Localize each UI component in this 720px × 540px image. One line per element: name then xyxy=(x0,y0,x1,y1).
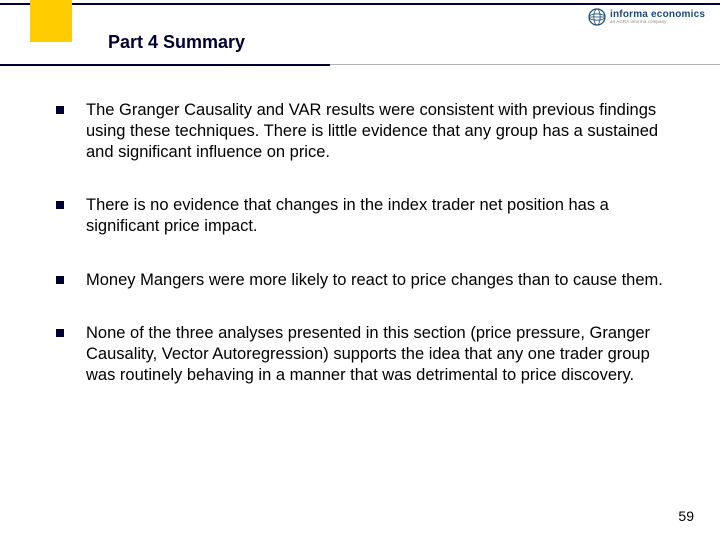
square-bullet-icon xyxy=(56,276,64,284)
page-number: 59 xyxy=(678,508,694,524)
company-logo: informa economics an AGRA informa compan… xyxy=(588,6,708,28)
bullet-text: None of the three analyses presented in … xyxy=(86,323,672,386)
title-underline-tail xyxy=(330,64,720,65)
bullet-text: The Granger Causality and VAR results we… xyxy=(86,100,672,163)
title-underline xyxy=(0,64,330,66)
square-bullet-icon xyxy=(56,201,64,209)
list-item: There is no evidence that changes in the… xyxy=(56,195,672,237)
square-bullet-icon xyxy=(56,106,64,114)
list-item: The Granger Causality and VAR results we… xyxy=(56,100,672,163)
square-bullet-icon xyxy=(56,329,64,337)
top-rule xyxy=(0,3,720,5)
accent-square xyxy=(30,0,72,42)
slide-title: Part 4 Summary xyxy=(108,32,245,53)
list-item: None of the three analyses presented in … xyxy=(56,323,672,386)
logo-sub-text: an AGRA informa company xyxy=(610,20,705,25)
slide: informa economics an AGRA informa compan… xyxy=(0,0,720,540)
globe-icon xyxy=(588,8,606,26)
list-item: Money Mangers were more likely to react … xyxy=(56,270,672,291)
bullet-text: There is no evidence that changes in the… xyxy=(86,195,672,237)
logo-text: informa economics an AGRA informa compan… xyxy=(610,10,705,25)
bullet-text: Money Mangers were more likely to react … xyxy=(86,270,663,291)
content-area: The Granger Causality and VAR results we… xyxy=(56,100,672,418)
